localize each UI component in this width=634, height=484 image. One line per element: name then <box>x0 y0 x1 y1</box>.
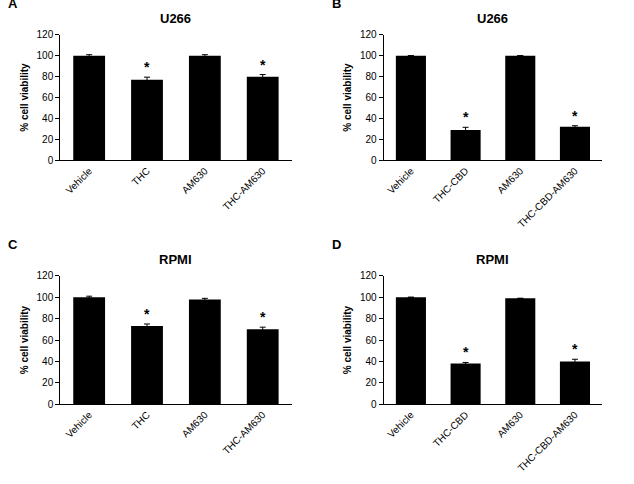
svg-text:RPMI: RPMI <box>476 252 509 267</box>
svg-text:AM630: AM630 <box>495 409 525 439</box>
svg-text:D: D <box>332 237 341 252</box>
svg-text:80: 80 <box>365 71 377 82</box>
svg-text:120: 120 <box>360 270 377 281</box>
svg-text:40: 40 <box>365 356 377 367</box>
svg-text:THC-CBD: THC-CBD <box>431 409 471 449</box>
svg-text:% cell viability: % cell viability <box>342 305 353 374</box>
svg-text:B: B <box>332 0 341 11</box>
svg-text:120: 120 <box>37 270 54 281</box>
svg-text:*: * <box>463 109 469 125</box>
svg-text:*: * <box>260 57 266 73</box>
svg-text:U266: U266 <box>160 11 191 26</box>
svg-text:A: A <box>8 0 18 11</box>
svg-text:% cell viability: % cell viability <box>342 63 353 132</box>
svg-text:THC: THC <box>130 409 152 431</box>
svg-text:*: * <box>144 306 150 322</box>
svg-text:0: 0 <box>371 155 377 166</box>
svg-text:40: 40 <box>365 113 377 124</box>
svg-text:AM630: AM630 <box>180 409 210 439</box>
svg-text:Vehicle: Vehicle <box>64 165 95 196</box>
svg-text:Vehicle: Vehicle <box>385 409 416 440</box>
svg-text:100: 100 <box>360 50 377 61</box>
svg-text:40: 40 <box>42 113 54 124</box>
svg-text:THC: THC <box>130 165 152 187</box>
svg-text:80: 80 <box>42 313 54 324</box>
svg-text:60: 60 <box>365 335 377 346</box>
svg-text:AM630: AM630 <box>180 165 210 195</box>
svg-text:RPMI: RPMI <box>159 252 192 267</box>
svg-text:120: 120 <box>37 29 54 40</box>
svg-text:120: 120 <box>360 29 377 40</box>
svg-text:20: 20 <box>365 134 377 145</box>
svg-text:40: 40 <box>42 356 54 367</box>
svg-text:60: 60 <box>365 92 377 103</box>
svg-text:% cell viability: % cell viability <box>19 305 30 374</box>
svg-text:Vehicle: Vehicle <box>385 165 416 196</box>
svg-text:20: 20 <box>42 134 54 145</box>
svg-text:0: 0 <box>48 155 54 166</box>
svg-text:THC-CBD-AM630: THC-CBD-AM630 <box>516 409 581 474</box>
svg-text:20: 20 <box>42 377 54 388</box>
svg-text:20: 20 <box>365 377 377 388</box>
svg-text:*: * <box>572 341 578 357</box>
svg-text:*: * <box>144 59 150 75</box>
svg-text:100: 100 <box>37 50 54 61</box>
svg-text:0: 0 <box>371 399 377 410</box>
svg-text:0: 0 <box>48 399 54 410</box>
svg-text:AM630: AM630 <box>495 165 525 195</box>
svg-text:100: 100 <box>37 292 54 303</box>
svg-text:80: 80 <box>42 71 54 82</box>
svg-text:Vehicle: Vehicle <box>64 409 95 440</box>
svg-text:THC-CBD: THC-CBD <box>431 165 471 205</box>
svg-text:60: 60 <box>42 92 54 103</box>
svg-text:80: 80 <box>365 313 377 324</box>
svg-text:THC-AM630: THC-AM630 <box>221 165 268 212</box>
svg-text:*: * <box>463 344 469 360</box>
svg-text:C: C <box>8 237 18 252</box>
svg-text:THC-AM630: THC-AM630 <box>221 409 268 456</box>
svg-text:60: 60 <box>42 335 54 346</box>
svg-text:*: * <box>260 309 266 325</box>
svg-text:% cell viability: % cell viability <box>19 63 30 132</box>
svg-text:*: * <box>572 108 578 124</box>
svg-text:100: 100 <box>360 292 377 303</box>
svg-text:U266: U266 <box>477 11 508 26</box>
svg-text:THC-CBD-AM630: THC-CBD-AM630 <box>516 165 581 230</box>
